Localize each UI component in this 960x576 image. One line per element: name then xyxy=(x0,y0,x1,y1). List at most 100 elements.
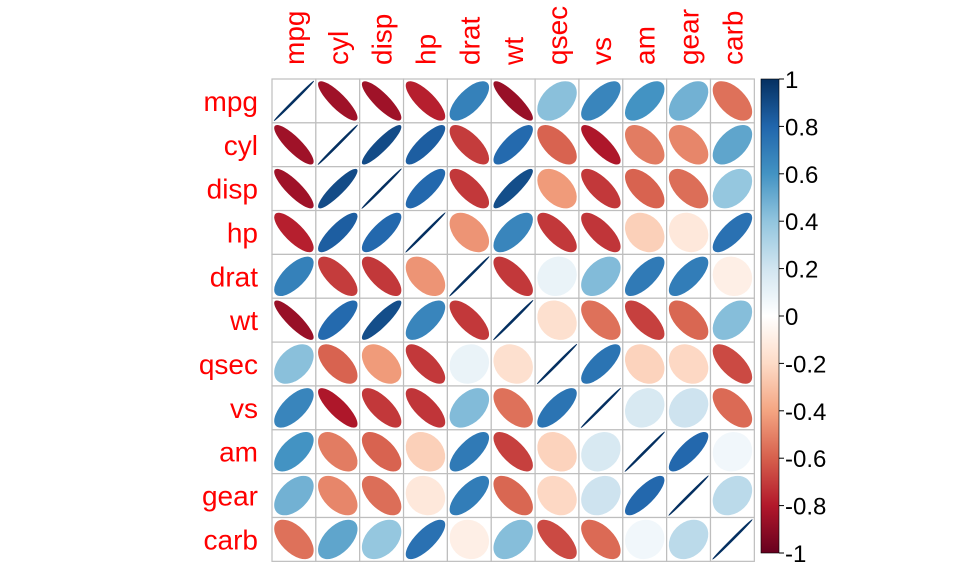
ellipse-cyl-carb xyxy=(712,125,753,165)
ellipse-qsec-mpg xyxy=(274,344,314,384)
ellipse-carb-qsec xyxy=(537,519,577,560)
ellipse-hp-qsec xyxy=(537,212,577,253)
ellipse-cyl-disp xyxy=(361,125,402,165)
ellipse-disp-drat xyxy=(449,168,490,209)
ellipse-vs-gear xyxy=(668,388,709,428)
ellipse-hp-drat xyxy=(449,212,490,253)
ellipse-gear-mpg xyxy=(274,475,314,516)
colorbar-tick-label: 1 xyxy=(785,67,798,94)
colorbar-tick-label: 0 xyxy=(785,304,798,331)
colorbar-tick-label: -0.2 xyxy=(785,351,826,378)
ellipse-disp-vs xyxy=(581,168,621,209)
ellipse-gear-carb xyxy=(712,475,753,516)
ellipse-qsec-gear xyxy=(668,344,709,384)
ellipse-cyl-hp xyxy=(405,125,446,165)
correlation-cells xyxy=(271,78,755,562)
row-label-disp: disp xyxy=(207,174,258,205)
colorbar-tick-label: 0.4 xyxy=(785,209,818,236)
colorbar-legend: 1 0.8 0.6 0.4 0.2 0 -0.2 -0.4 -0.6 -0.8 -1 xyxy=(760,67,826,568)
ellipse-qsec-am xyxy=(624,344,665,384)
ellipse-vs-disp xyxy=(361,388,402,428)
ellipse-wt-cyl xyxy=(318,300,358,340)
ellipse-wt-hp xyxy=(405,300,446,340)
column-labels: mpg cyl disp hp drat wt qsec vs am gear carb xyxy=(279,6,749,66)
ellipse-carb-wt xyxy=(493,519,533,560)
ellipse-disp-hp xyxy=(405,168,446,209)
ellipse-hp-carb xyxy=(712,212,753,253)
ellipse-mpg-qsec xyxy=(537,81,577,121)
ellipse-qsec-qsec xyxy=(536,343,578,385)
ellipse-hp-disp xyxy=(361,212,402,253)
ellipse-wt-wt xyxy=(492,299,534,341)
ellipse-drat-wt xyxy=(493,256,533,297)
col-label-hp: hp xyxy=(410,34,441,65)
ellipse-drat-drat xyxy=(449,256,490,297)
col-label-gear: gear xyxy=(674,9,705,65)
row-label-am: am xyxy=(219,437,258,468)
ellipse-cyl-drat xyxy=(449,125,490,165)
ellipse-qsec-cyl xyxy=(318,344,358,384)
row-labels: mpg cyl disp hp drat wt qsec vs am gear carb xyxy=(199,86,258,555)
ellipse-gear-hp xyxy=(405,475,446,516)
ellipse-gear-gear xyxy=(668,475,709,516)
col-label-carb: carb xyxy=(717,11,748,65)
ellipse-wt-mpg xyxy=(274,300,314,340)
ellipse-disp-disp xyxy=(361,168,402,209)
row-label-mpg: mpg xyxy=(204,86,258,117)
ellipse-hp-mpg xyxy=(274,212,314,253)
col-label-cyl: cyl xyxy=(323,31,354,65)
ellipse-drat-carb xyxy=(712,256,753,297)
ellipse-disp-cyl xyxy=(318,168,358,209)
ellipse-hp-wt xyxy=(493,212,533,253)
ellipse-wt-gear xyxy=(668,300,709,340)
ellipse-cyl-qsec xyxy=(537,125,577,165)
ellipse-cyl-cyl xyxy=(317,124,359,166)
ellipse-hp-hp xyxy=(405,212,446,253)
ellipse-carb-disp xyxy=(361,519,402,560)
ellipse-vs-vs xyxy=(580,387,622,429)
ellipse-disp-carb xyxy=(712,168,753,209)
col-label-drat: drat xyxy=(454,17,485,65)
ellipse-mpg-gear xyxy=(668,81,709,121)
ellipse-drat-hp xyxy=(405,256,446,297)
ellipse-carb-mpg xyxy=(274,519,314,560)
ellipse-gear-cyl xyxy=(318,475,358,516)
colorbar-gradient xyxy=(760,78,780,554)
ellipse-carb-cyl xyxy=(318,519,358,560)
ellipse-cyl-gear xyxy=(668,125,709,165)
colorbar-tick-label: 0.8 xyxy=(785,114,818,141)
ellipse-wt-am xyxy=(624,300,665,340)
ellipse-drat-vs xyxy=(581,256,621,297)
ellipse-drat-mpg xyxy=(274,256,314,297)
ellipse-hp-cyl xyxy=(318,212,358,253)
ellipse-mpg-wt xyxy=(493,81,533,121)
ellipse-wt-vs xyxy=(581,300,621,340)
ellipse-hp-am xyxy=(624,212,665,253)
ellipse-carb-am xyxy=(624,519,665,560)
ellipse-vs-hp xyxy=(405,388,446,428)
ellipse-am-disp xyxy=(361,431,402,472)
ellipse-cyl-mpg xyxy=(274,125,314,165)
ellipse-qsec-disp xyxy=(361,344,402,384)
ellipse-disp-am xyxy=(624,168,665,209)
ellipse-carb-carb xyxy=(712,519,753,560)
ellipse-disp-gear xyxy=(668,168,709,209)
ellipse-drat-cyl xyxy=(318,256,358,297)
ellipse-vs-wt xyxy=(493,388,533,428)
ellipse-mpg-cyl xyxy=(318,81,358,121)
ellipse-am-vs xyxy=(581,431,621,472)
ellipse-mpg-disp xyxy=(361,81,402,121)
ellipse-wt-qsec xyxy=(537,300,577,340)
ellipse-carb-hp xyxy=(405,519,446,560)
ellipse-gear-wt xyxy=(493,475,533,516)
row-label-drat: drat xyxy=(210,261,258,292)
colorbar-tick-label: -1 xyxy=(785,541,806,568)
ellipse-hp-vs xyxy=(581,212,621,253)
colorbar-tick-label: -0.4 xyxy=(785,399,826,426)
ellipse-gear-am xyxy=(624,475,665,516)
row-label-vs: vs xyxy=(230,393,258,424)
ellipse-gear-drat xyxy=(449,475,490,516)
row-label-wt: wt xyxy=(229,305,258,336)
ellipse-qsec-vs xyxy=(581,344,621,384)
